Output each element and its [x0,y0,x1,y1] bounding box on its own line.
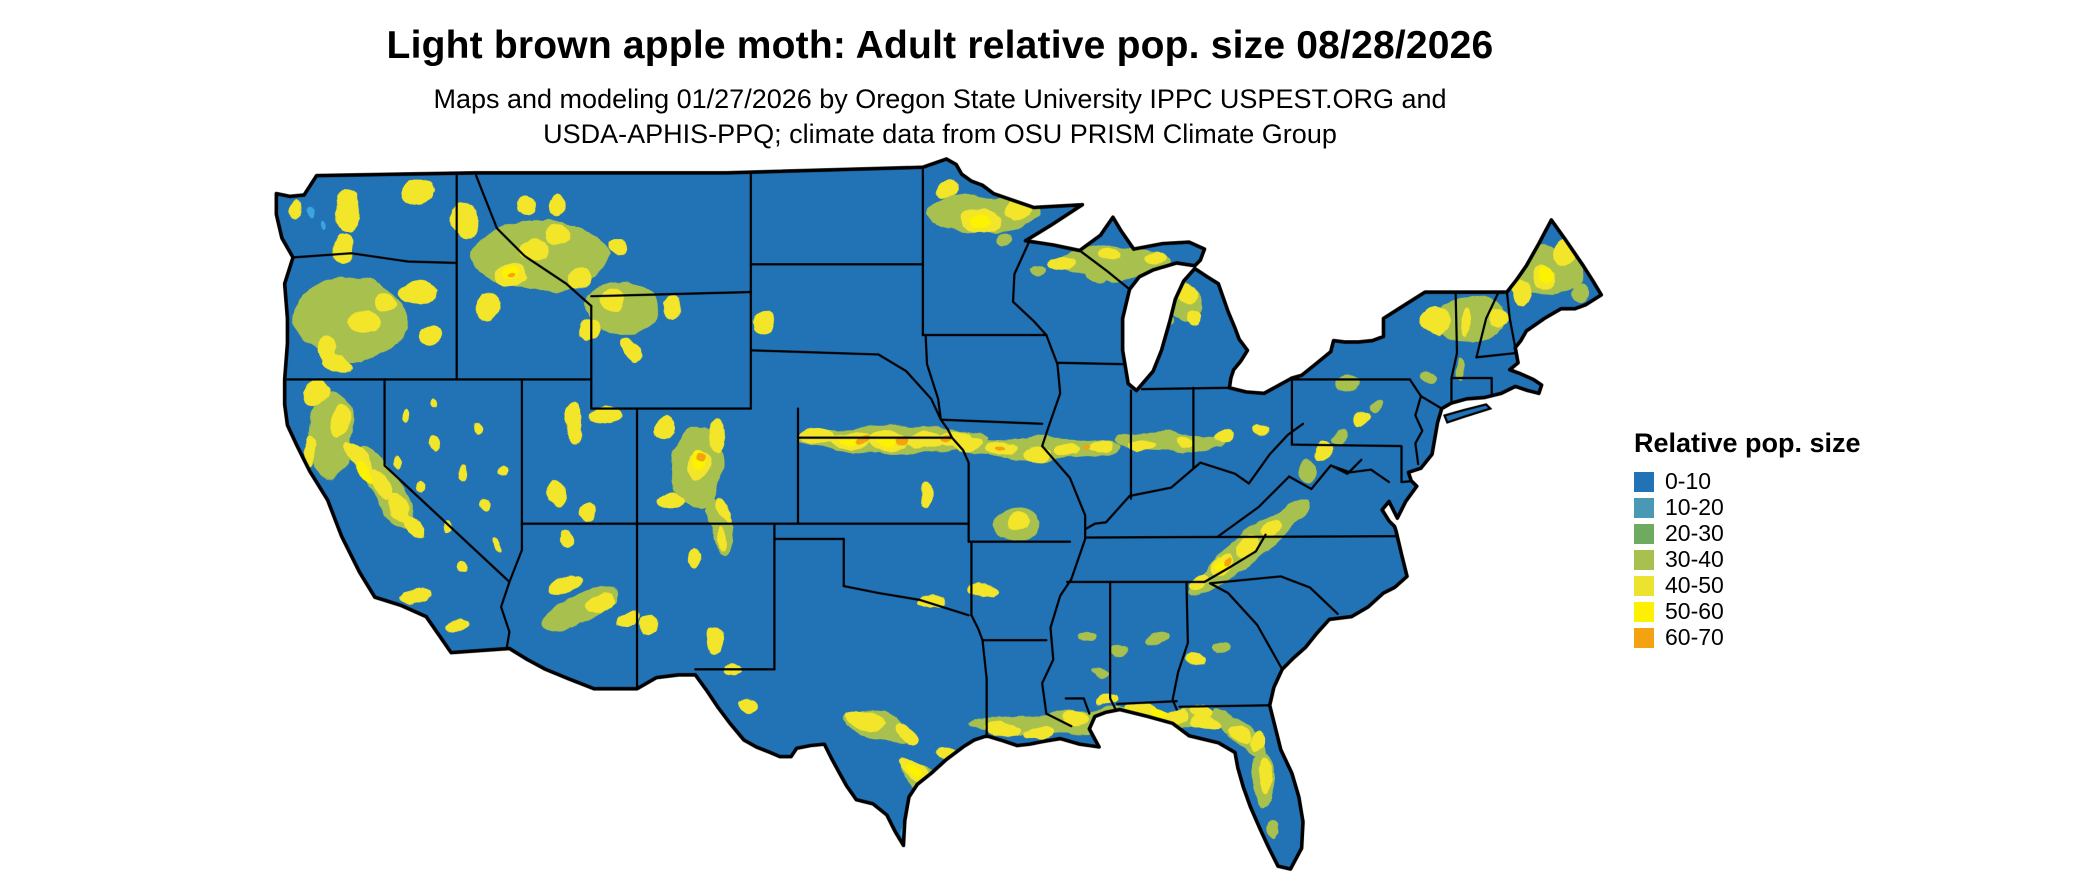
legend-row: 40-50 [1634,572,1861,598]
legend-label: 10-20 [1665,494,1724,520]
legend-label: 20-30 [1665,520,1724,546]
legend-swatch [1634,601,1654,622]
state-borders [283,166,1517,737]
legend-row: 0-10 [1634,468,1861,494]
page-subtitle: Maps and modeling 01/27/2026 by Oregon S… [0,82,1880,152]
us-population-map [268,152,1611,887]
page-title: Light brown apple moth: Adult relative p… [386,24,1494,67]
long-island [1443,403,1493,424]
legend-row: 10-20 [1634,494,1861,520]
legend-rows: 0-10 10-20 20-30 30-40 40-50 50-60 60-70 [1634,468,1861,650]
legend-label: 0-10 [1665,468,1712,494]
legend: Relative pop. size 0-10 10-20 20-30 30-40 40… [1634,428,1861,653]
subtitle-line-2: USDA-APHIS-PPQ; climate data from OSU PR… [543,119,1337,149]
legend-swatch [1634,523,1654,544]
legend-label: 40-50 [1665,572,1724,598]
population-raster [291,178,1587,839]
legend-label: 30-40 [1665,546,1724,572]
legend-swatch [1634,497,1654,518]
us-map-svg [274,157,1604,871]
legend-swatch [1634,549,1654,570]
legend-row: 20-30 [1634,520,1861,546]
legend-swatch [1634,471,1654,492]
legend-row: 60-70 [1634,624,1861,650]
legend-row: 30-40 [1634,546,1861,572]
legend-label: 60-70 [1665,624,1724,650]
legend-title: Relative pop. size [1634,428,1861,458]
us-landmass [276,158,1602,869]
legend-swatch [1634,575,1654,596]
legend-swatch [1634,627,1654,648]
legend-label: 50-60 [1665,598,1724,624]
country-outline [274,157,1604,871]
legend-row: 50-60 [1634,598,1861,624]
subtitle-line-1: Maps and modeling 01/27/2026 by Oregon S… [433,84,1447,114]
